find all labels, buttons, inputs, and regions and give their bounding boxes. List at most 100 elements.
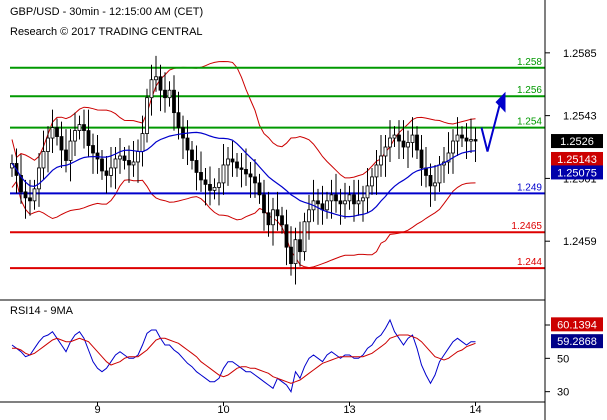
time-tick-label-1: 10: [217, 404, 229, 416]
candle-body: [428, 175, 433, 187]
candle-body: [266, 212, 271, 226]
candle-body: [194, 160, 199, 173]
candle-body: [473, 139, 478, 142]
time-tick-label-2: 13: [343, 404, 355, 416]
candle-body: [221, 164, 226, 184]
candle-body: [37, 167, 41, 190]
candlesticks: [10, 55, 478, 285]
candle-body: [464, 137, 469, 142]
candle-body: [397, 134, 401, 142]
candle-body: [19, 175, 23, 193]
rsi-badge-label-1: 59.2868: [557, 336, 597, 348]
price-badge-1: [551, 151, 603, 166]
candle-body: [185, 137, 190, 151]
candle-body: [154, 76, 158, 81]
candle-body: [469, 139, 473, 142]
candle-body: [271, 209, 275, 226]
candle-body: [239, 167, 244, 170]
candle-body: [356, 200, 361, 205]
candle-body: [460, 134, 464, 139]
candle-body: [149, 79, 154, 99]
candle-body: [59, 136, 64, 151]
candle-body: [352, 194, 356, 205]
candle-body: [280, 215, 284, 226]
candle-body: [136, 151, 140, 163]
candle-body: [86, 130, 91, 146]
candle-body: [253, 176, 257, 184]
candle-body: [172, 89, 176, 114]
candle-body: [118, 155, 122, 160]
candle-body: [446, 152, 451, 163]
candle-body: [415, 134, 419, 151]
rsi-series-0: [11, 318, 476, 393]
candle-body: [379, 155, 383, 166]
candle-body: [370, 176, 374, 187]
level-label-4: 1.2465: [511, 221, 542, 232]
copyright-text: Research © 2017 TRADING CENTRAL: [10, 26, 203, 38]
candle-body: [64, 149, 68, 161]
rsi-series-1: [12, 334, 476, 384]
candle-body: [23, 191, 28, 199]
rsi-tick-label-1: 50: [557, 353, 569, 365]
candle-body: [217, 182, 221, 188]
moving-average: [11, 131, 476, 218]
candle-body: [365, 185, 370, 199]
rsi-badge-0: [551, 317, 603, 332]
candle-body: [127, 160, 131, 166]
price-axis: 1.25851.25431.25011.24591.25261.251431.2…: [544, 0, 603, 420]
candle-body: [383, 146, 388, 157]
candle-body: [167, 89, 172, 99]
candle-body: [437, 164, 442, 184]
candle-body: [316, 200, 320, 205]
candle-body: [82, 124, 86, 131]
candle-body: [95, 152, 100, 160]
candle-body: [91, 145, 95, 154]
candle-body: [455, 134, 460, 142]
candle-body: [235, 161, 239, 169]
candle-body: [248, 173, 253, 178]
candle-body: [73, 130, 77, 142]
time-axis: 9 10 13 14: [94, 402, 482, 416]
candle-body: [388, 137, 392, 148]
price-tick-label-0: 1.2585: [563, 48, 597, 60]
price-badge-2: [551, 165, 603, 180]
candle-body: [298, 239, 302, 253]
candle-body: [41, 151, 46, 169]
candle-body: [208, 183, 212, 191]
candle-body: [284, 224, 289, 248]
chart-title: GBP/USD - 30min - 12:15:00 AM (CET): [10, 6, 204, 18]
candle-body: [199, 172, 203, 181]
candle-body: [334, 194, 338, 202]
candle-body: [275, 209, 280, 217]
support-resistance-levels: 1.258 1.256 1.254 1.249 1.2465 1.244: [10, 57, 545, 270]
candle-body: [419, 149, 424, 169]
candle-body: [451, 140, 455, 154]
candle-body: [343, 200, 347, 205]
price-tick-label-3: 1.2459: [563, 236, 597, 248]
candle-body: [109, 167, 113, 176]
candle-body: [50, 127, 55, 139]
candle-body: [68, 140, 73, 161]
bollinger-bands: [11, 60, 476, 269]
candle-body: [28, 197, 32, 202]
candle-body: [374, 164, 379, 178]
level-label-2: 1.254: [517, 117, 542, 128]
price-badge-label-0: 1.2526: [560, 136, 594, 148]
candle-body: [329, 194, 334, 202]
candle-body: [163, 89, 167, 99]
rsi-title: RSI14 - 9MA: [10, 305, 74, 317]
level-label-1: 1.256: [517, 85, 542, 96]
candle-body: [158, 76, 163, 91]
candle-body: [104, 170, 109, 176]
candle-body: [325, 200, 329, 211]
candle-body: [46, 137, 50, 152]
candle-body: [257, 182, 262, 196]
candle-body: [406, 142, 410, 148]
level-label-3: 1.249: [517, 182, 542, 193]
candle-body: [302, 221, 307, 253]
candle-body: [293, 239, 298, 265]
candle-body: [100, 158, 104, 172]
